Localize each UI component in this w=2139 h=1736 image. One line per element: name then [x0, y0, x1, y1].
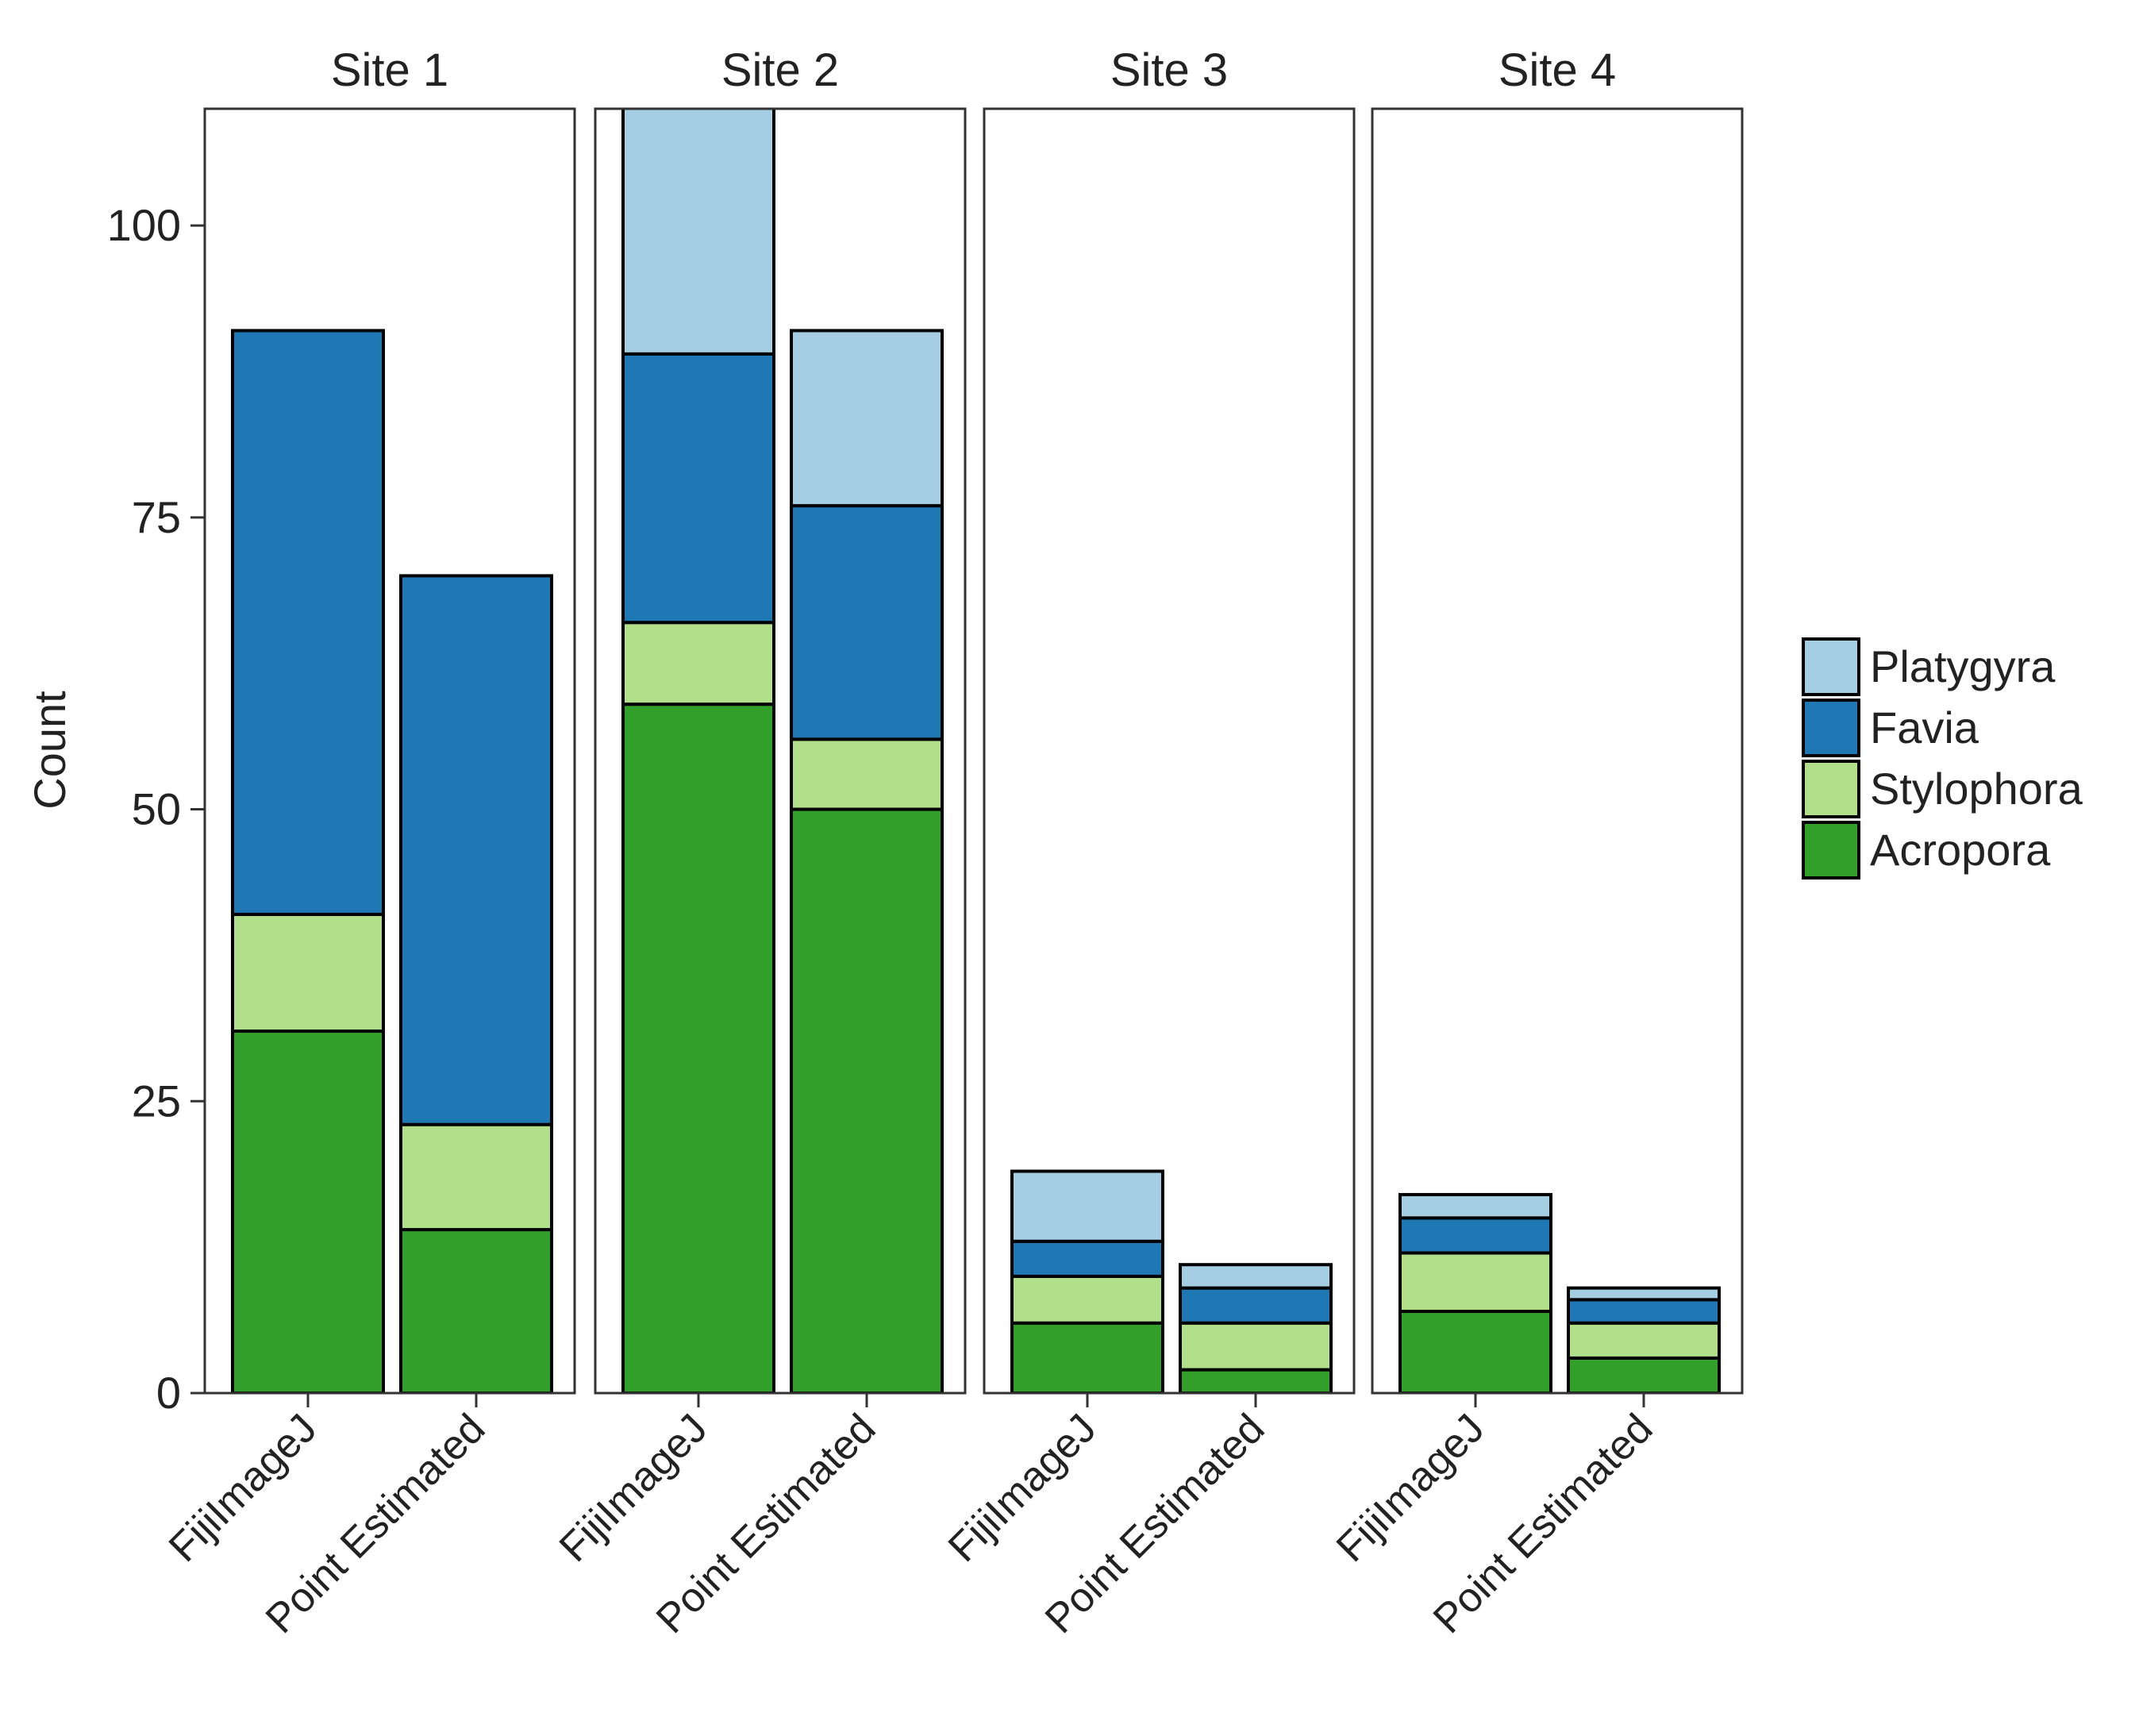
bar-segment-favia-site-3-point-estimated: [1179, 1286, 1333, 1325]
bar-segment-favia-site-4-fijiimagej: [1398, 1216, 1552, 1255]
panel-title: Site 1: [331, 44, 448, 96]
bars-site-2: [621, 109, 944, 1393]
legend-label: Stylophora: [1870, 764, 2083, 814]
bar-segment-favia-site-1-fijiimagej: [231, 329, 385, 916]
bar-segment-favia-site-1-point-estimated: [399, 574, 553, 1126]
panel-title: Site 3: [1110, 44, 1228, 96]
y-tick-label: 25: [132, 1076, 181, 1126]
bar-segment-acropora-site-3-fijiimagej: [1010, 1321, 1164, 1393]
bar-segment-stylophora-site-4-fijiimagej: [1398, 1251, 1552, 1314]
y-tick-label: 0: [156, 1368, 181, 1418]
legend-label: Favia: [1870, 702, 1979, 753]
bar-segment-acropora-site-1-fijiimagej: [231, 1030, 385, 1393]
bar-segment-platygyra-site-2-point-estimated: [790, 329, 944, 508]
y-axis: 0 25 50 75 100: [107, 200, 205, 1418]
bar-segment-platygyra-site-2-fijiimagej: [621, 109, 775, 356]
bar-segment-stylophora-site-2-fijiimagej: [621, 621, 775, 706]
legend: Platygyra Favia Stylophora Acropora: [1802, 637, 2083, 880]
bar-segment-stylophora-site-2-point-estimated: [790, 737, 944, 811]
panel-border: [594, 107, 967, 1395]
legend-item-stylophora: Stylophora: [1802, 760, 2083, 818]
panel-title: Site 2: [721, 44, 839, 96]
bar-segment-favia-site-3-fijiimagej: [1010, 1239, 1164, 1278]
legend-item-acropora: Acropora: [1802, 821, 2051, 880]
bar-segment-stylophora-site-1-fijiimagej: [231, 912, 385, 1034]
y-tick-label: 50: [132, 784, 181, 834]
bar-segment-acropora-site-4-point-estimated: [1567, 1356, 1721, 1393]
bar-segment-acropora-site-4-fijiimagej: [1398, 1310, 1552, 1393]
panel-border: [983, 107, 1356, 1395]
bar-segment-favia-site-2-fijiimagej: [621, 352, 775, 625]
bar-segment-acropora-site-2-fijiimagej: [621, 702, 775, 1393]
panel-title: Site 4: [1498, 44, 1616, 96]
bar-segment-acropora-site-2-point-estimated: [790, 807, 944, 1393]
y-tick-label: 75: [132, 492, 181, 542]
bar-segment-platygyra-site-4-point-estimated: [1567, 1286, 1721, 1302]
panel-border: [203, 107, 576, 1395]
y-tick-label: 100: [107, 200, 181, 250]
bar-segment-stylophora-site-1-point-estimated: [399, 1122, 553, 1232]
y-axis-label: Count: [25, 691, 75, 810]
legend-key-stylophora: [1802, 760, 1860, 818]
bar-segment-platygyra-site-3-point-estimated: [1179, 1263, 1333, 1290]
legend-label: Acropora: [1870, 825, 2051, 875]
legend-item-platygyra: Platygyra: [1802, 637, 2056, 696]
bar-segment-platygyra-site-3-fijiimagej: [1010, 1169, 1164, 1243]
bar-segment-acropora-site-3-point-estimated: [1179, 1368, 1333, 1393]
bar-segment-acropora-site-1-point-estimated: [399, 1228, 553, 1393]
bar-segment-stylophora-site-3-point-estimated: [1179, 1321, 1333, 1372]
bar-segment-platygyra-site-4-fijiimagej: [1398, 1192, 1552, 1220]
legend-key-platygyra: [1802, 637, 1860, 696]
bar-segment-favia-site-4-point-estimated: [1567, 1298, 1721, 1325]
bar-segment-stylophora-site-3-fijiimagej: [1010, 1274, 1164, 1325]
bars-site-3: [1010, 1169, 1333, 1393]
bars-site-1: [231, 329, 553, 1393]
panel-border: [1371, 107, 1744, 1395]
bar-segment-stylophora-site-4-point-estimated: [1567, 1321, 1721, 1360]
legend-label: Platygyra: [1870, 641, 2056, 691]
legend-item-favia: Favia: [1802, 699, 1979, 757]
legend-key-acropora: [1802, 821, 1860, 880]
legend-key-favia: [1802, 699, 1860, 757]
bars-site-4: [1398, 1192, 1721, 1393]
bar-segment-favia-site-2-point-estimated: [790, 504, 944, 741]
